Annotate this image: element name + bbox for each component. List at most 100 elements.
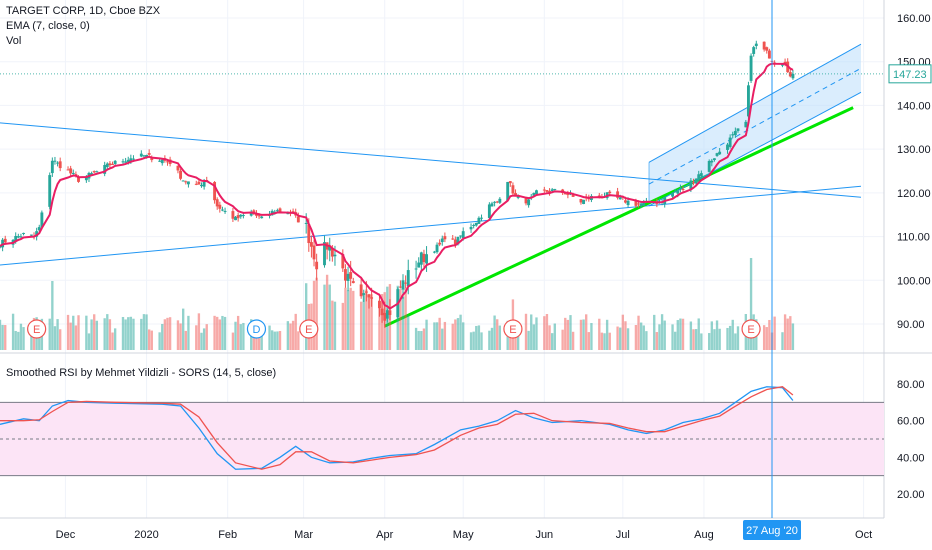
- volume-bar: [639, 322, 643, 350]
- candle-body: [139, 153, 143, 157]
- candle-body: [456, 236, 460, 245]
- volume-bar: [200, 332, 203, 350]
- volume-bar: [472, 331, 475, 350]
- candle-body: [406, 270, 410, 287]
- volume-bar: [216, 316, 219, 350]
- candle-body: [498, 198, 502, 203]
- candle-body: [19, 236, 23, 238]
- candle-body: [490, 203, 494, 207]
- candle-body: [692, 182, 695, 184]
- volume-bar: [161, 323, 164, 350]
- earnings-marker[interactable]: E: [299, 319, 319, 339]
- candle-body: [608, 191, 612, 194]
- volume-bar: [734, 333, 737, 350]
- trendline-channel-upper[interactable]: [648, 43, 862, 163]
- symbol-title[interactable]: TARGET CORP, 1D, Cboe BZX: [6, 5, 161, 17]
- rsi-tick-label: 20.00: [897, 489, 925, 501]
- volume-bar: [553, 323, 556, 350]
- price-tick-label: 120.00: [897, 188, 931, 200]
- candle-body: [652, 202, 656, 204]
- volume-bar: [129, 316, 133, 350]
- candle-body: [495, 201, 499, 203]
- earnings-marker[interactable]: E: [503, 319, 523, 339]
- volume-bar: [451, 323, 454, 350]
- candle-body: [315, 261, 319, 270]
- candle-body: [487, 204, 491, 218]
- earnings-marker[interactable]: E: [741, 319, 761, 339]
- marker-circle: [741, 319, 761, 339]
- candle-body: [527, 199, 531, 206]
- volume-bar: [509, 331, 512, 350]
- volume-bar: [736, 326, 740, 350]
- volume-bar: [331, 300, 334, 350]
- trendline-channel-lower[interactable]: [648, 91, 862, 207]
- rsi-band-fill: [0, 402, 884, 476]
- candle-body: [105, 163, 109, 167]
- trendline-falling-resistance[interactable]: [0, 122, 862, 198]
- candle-body: [95, 171, 99, 173]
- earnings-marker[interactable]: E: [27, 319, 47, 339]
- rsi-legend[interactable]: Smoothed RSI by Mehmet Yildizli - SORS (…: [6, 366, 276, 381]
- trendline-channel-mid[interactable]: [648, 67, 862, 185]
- volume-bar: [221, 315, 224, 350]
- candle-body: [181, 180, 185, 182]
- volume-bar: [585, 314, 588, 350]
- volume-bar: [608, 332, 611, 350]
- candle-body: [749, 55, 753, 81]
- candle-body: [359, 284, 363, 297]
- volume-bar: [205, 324, 208, 350]
- candle-body: [255, 213, 258, 216]
- volume-bar: [726, 327, 729, 350]
- candle-body: [597, 195, 601, 197]
- candle-body: [257, 215, 261, 217]
- volume-bar: [715, 320, 719, 350]
- rsi-title: Smoothed RSI by Mehmet Yildizli - SORS (…: [6, 367, 277, 379]
- volume-bar: [762, 325, 766, 350]
- candle-body: [260, 216, 264, 219]
- candle-body: [765, 47, 769, 51]
- candle-body: [349, 272, 353, 279]
- candle-body: [37, 227, 41, 231]
- rsi-tick-label: 80.00: [897, 379, 925, 391]
- candle-body: [351, 281, 355, 284]
- volume-bar: [291, 320, 295, 350]
- candle-body: [202, 181, 206, 187]
- candle-body: [66, 169, 70, 171]
- candle-body: [791, 73, 795, 79]
- volume-bar: [731, 319, 734, 350]
- time-tick-label: Jul: [616, 529, 630, 541]
- vol-legend[interactable]: Vol: [6, 35, 22, 47]
- main-legend: TARGET CORP, 1D, Cboe BZX EMA (7, close,…: [6, 4, 160, 49]
- trendline-rising-support-long[interactable]: [0, 185, 862, 266]
- candle-body: [414, 268, 418, 270]
- candle-body: [160, 159, 164, 164]
- volume-bar: [182, 308, 185, 350]
- volume-bar: [59, 329, 62, 350]
- volume-bar: [443, 321, 447, 350]
- candle-body: [678, 188, 682, 190]
- time-tick-label: May: [453, 529, 474, 541]
- volume-bar: [111, 332, 114, 350]
- candle-body: [124, 161, 128, 163]
- candle-body: [754, 43, 758, 47]
- candle-body: [330, 247, 334, 257]
- ema-legend[interactable]: EMA (7, close, 0): [6, 20, 90, 32]
- volume-bar: [85, 315, 88, 350]
- volume-bar: [370, 294, 373, 350]
- volume-bar: [710, 321, 713, 350]
- candle-body: [166, 161, 169, 163]
- volume-bar: [469, 332, 473, 350]
- trendlines[interactable]: [0, 43, 862, 328]
- dividend-marker[interactable]: D: [246, 319, 267, 339]
- candle-body: [514, 193, 517, 197]
- volume-bar: [328, 284, 331, 350]
- volume-bar: [150, 330, 153, 350]
- candle-body: [278, 208, 282, 212]
- volume-bar: [550, 333, 554, 350]
- marker-circle: [299, 319, 319, 339]
- trendline-rising-support-green[interactable]: [384, 106, 854, 328]
- volume-bar: [488, 330, 491, 350]
- candle-body: [223, 210, 227, 212]
